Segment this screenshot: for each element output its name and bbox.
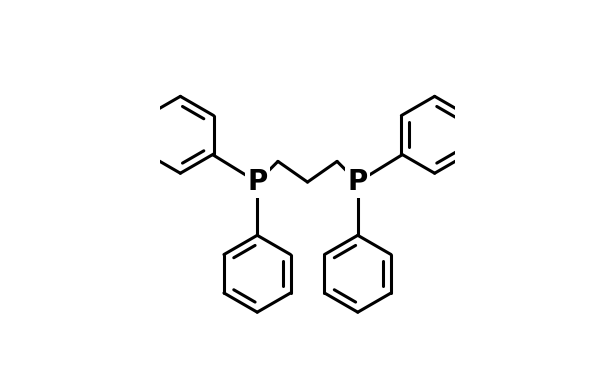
Text: P: P — [347, 168, 368, 196]
Text: P: P — [247, 168, 268, 196]
